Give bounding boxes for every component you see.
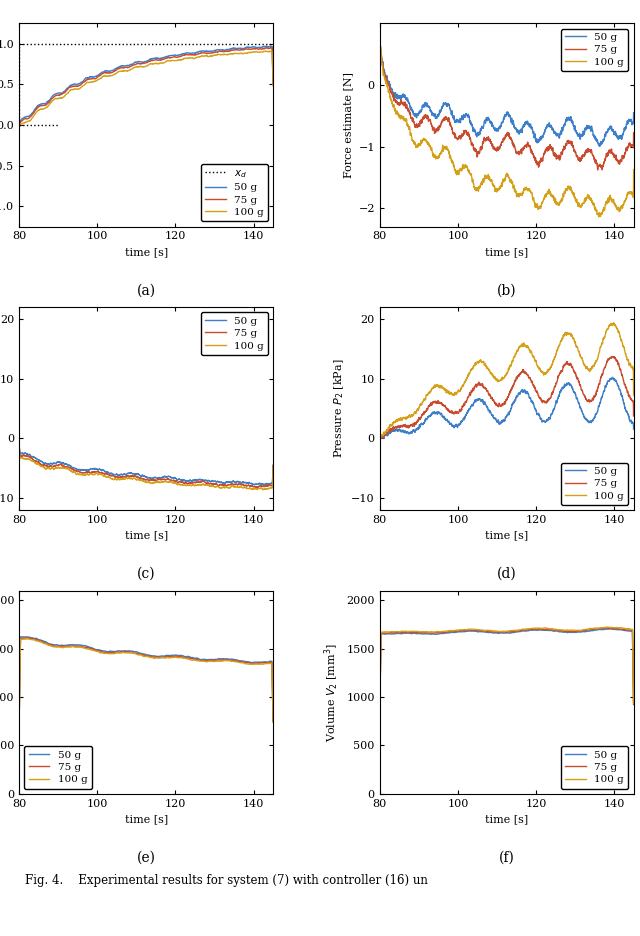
Text: (c): (c) — [137, 567, 156, 581]
Y-axis label: Force estimate [N]: Force estimate [N] — [343, 72, 353, 178]
Y-axis label: Pressure $P_2$ [kPa]: Pressure $P_2$ [kPa] — [332, 358, 346, 459]
Text: (a): (a) — [136, 284, 156, 298]
Legend: $x_d$, 50 g, 75 g, 100 g: $x_d$, 50 g, 75 g, 100 g — [200, 164, 268, 221]
Text: (f): (f) — [499, 851, 515, 865]
X-axis label: time [s]: time [s] — [125, 814, 168, 825]
Text: (d): (d) — [497, 567, 516, 581]
Legend: 50 g, 75 g, 100 g: 50 g, 75 g, 100 g — [561, 29, 628, 71]
Legend: 50 g, 75 g, 100 g: 50 g, 75 g, 100 g — [561, 746, 628, 789]
Legend: 50 g, 75 g, 100 g: 50 g, 75 g, 100 g — [561, 462, 628, 505]
X-axis label: time [s]: time [s] — [485, 531, 528, 541]
X-axis label: time [s]: time [s] — [125, 531, 168, 541]
Y-axis label: Volume $V_2$ [mm$^3$]: Volume $V_2$ [mm$^3$] — [323, 643, 340, 741]
Legend: 50 g, 75 g, 100 g: 50 g, 75 g, 100 g — [200, 313, 268, 355]
Text: (e): (e) — [137, 851, 156, 865]
Text: Fig. 4.    Experimental results for system (7) with controller (16) un: Fig. 4. Experimental results for system … — [26, 874, 428, 887]
X-axis label: time [s]: time [s] — [485, 814, 528, 825]
Legend: 50 g, 75 g, 100 g: 50 g, 75 g, 100 g — [24, 746, 92, 789]
Text: (b): (b) — [497, 284, 516, 298]
X-axis label: time [s]: time [s] — [485, 247, 528, 257]
X-axis label: time [s]: time [s] — [125, 247, 168, 257]
